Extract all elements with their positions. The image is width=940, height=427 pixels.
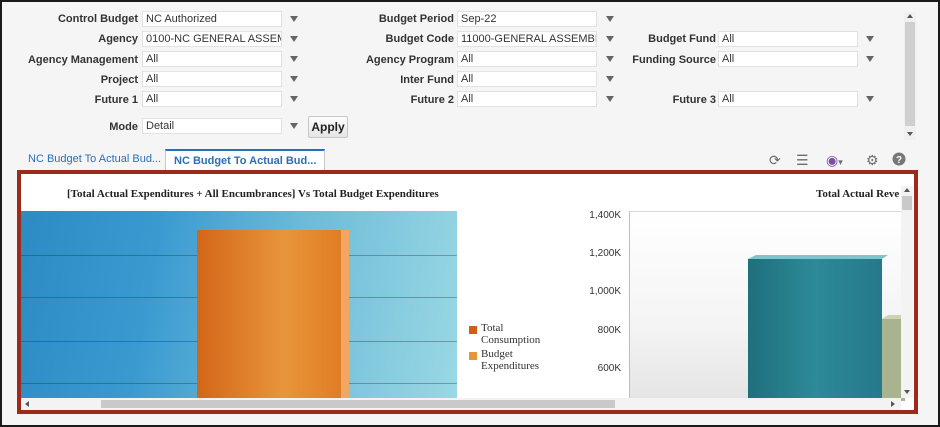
future2-field[interactable]: All <box>457 91 597 107</box>
chart-horizontal-scrollbar[interactable] <box>21 398 901 410</box>
mode-dropdown-icon[interactable] <box>290 123 298 129</box>
chart1-bars <box>197 230 349 401</box>
budget-period-field[interactable]: Sep-22 <box>457 11 597 27</box>
legend-swatch <box>469 352 477 360</box>
bar-teal <box>748 259 882 401</box>
bar-budget-expenditures <box>197 230 341 401</box>
filter-area: Control Budget NC Authorized Budget Peri… <box>2 2 912 142</box>
chart-vertical-scrollbar[interactable] <box>901 186 913 398</box>
apply-button[interactable]: Apply <box>308 116 348 138</box>
tab-nc-budget-2[interactable]: NC Budget To Actual Bud... <box>165 149 326 170</box>
budget-fund-label: Budget Fund <box>648 33 716 45</box>
funding-source-dropdown-icon[interactable] <box>866 56 874 62</box>
inter-fund-dropdown-icon[interactable] <box>606 76 614 82</box>
future2-label: Future 2 <box>410 94 454 106</box>
inter-fund-field[interactable]: All <box>457 71 597 87</box>
y-tick-label: 1,200K <box>589 248 621 259</box>
gear-icon[interactable]: ⚙ <box>866 152 879 168</box>
future1-label: Future 1 <box>94 94 138 106</box>
scroll-down-icon[interactable] <box>907 132 913 136</box>
agency-management-dropdown-icon[interactable] <box>290 56 298 62</box>
future2-dropdown-icon[interactable] <box>606 96 614 102</box>
budget-code-label: Budget Code <box>385 33 454 45</box>
scroll-right-icon[interactable] <box>891 401 895 407</box>
agency-program-dropdown-icon[interactable] <box>606 56 614 62</box>
legend-label: Total Consumption <box>481 322 541 346</box>
target-menu-icon[interactable]: ◉▾ <box>826 152 843 168</box>
budget-fund-dropdown-icon[interactable] <box>866 36 874 42</box>
y-tick-label: 600K <box>597 363 621 374</box>
future3-label: Future 3 <box>672 94 716 106</box>
budget-fund-field[interactable]: All <box>718 31 858 47</box>
tab-nc-budget-1[interactable]: NC Budget To Actual Bud... <box>28 153 162 165</box>
future1-field[interactable]: All <box>142 91 282 107</box>
bar-olive <box>882 319 905 401</box>
funding-source-field[interactable]: All <box>718 51 858 67</box>
chart1-title: [Total Actual Expenditures + All Encumbr… <box>67 188 439 200</box>
agency-dropdown-icon[interactable] <box>290 36 298 42</box>
mode-label: Mode <box>109 121 138 133</box>
chart2-plot-area <box>629 211 905 401</box>
agency-management-label: Agency Management <box>27 54 138 66</box>
future3-field[interactable]: All <box>718 91 858 107</box>
funding-source-label: Funding Source <box>632 54 716 66</box>
refresh-icon[interactable]: ⟳ <box>769 152 781 168</box>
agency-label: Agency <box>98 33 138 45</box>
budget-period-dropdown-icon[interactable] <box>606 16 614 22</box>
chart1-plot-area <box>21 211 457 401</box>
y-tick-label: 1,400K <box>589 210 621 221</box>
bar-teal-top <box>748 255 888 259</box>
control-budget-dropdown-icon[interactable] <box>290 16 298 22</box>
bar-olive-top <box>882 315 905 319</box>
y-tick-label: 800K <box>597 325 621 336</box>
y-tick-label: 1,000K <box>589 286 621 297</box>
filter-vertical-scrollbar[interactable] <box>904 12 916 140</box>
scroll-thumb[interactable] <box>902 196 912 210</box>
project-dropdown-icon[interactable] <box>290 76 298 82</box>
scroll-thumb[interactable] <box>101 400 615 408</box>
scroll-up-icon[interactable] <box>907 14 913 18</box>
control-budget-field[interactable]: NC Authorized <box>142 11 282 27</box>
budget-code-dropdown-icon[interactable] <box>606 36 614 42</box>
scroll-up-icon[interactable] <box>904 188 910 192</box>
control-budget-label: Control Budget <box>57 13 138 25</box>
future1-dropdown-icon[interactable] <box>290 96 298 102</box>
chart2-title: Total Actual Reve <box>816 188 900 200</box>
budget-code-field[interactable]: 11000-GENERAL ASSEMBLY <box>457 31 597 47</box>
agency-management-field[interactable]: All <box>142 51 282 67</box>
mode-field[interactable]: Detail <box>142 118 282 134</box>
legend-swatch <box>469 326 477 334</box>
project-label: Project <box>100 74 138 86</box>
agency-program-field[interactable]: All <box>457 51 597 67</box>
help-icon[interactable]: ? <box>892 152 906 169</box>
chart-panel: [Total Actual Expenditures + All Encumbr… <box>17 170 918 414</box>
svg-text:?: ? <box>896 155 902 166</box>
scroll-thumb[interactable] <box>905 22 915 126</box>
agency-program-label: Agency Program <box>365 54 454 66</box>
inter-fund-label: Inter Fund <box>400 74 454 86</box>
agency-field[interactable]: 0100-NC GENERAL ASSEMBLY <box>142 31 282 47</box>
legend-label: Budget Expenditures <box>481 348 540 372</box>
budget-period-label: Budget Period <box>378 13 454 25</box>
list-icon[interactable]: ☰ <box>796 152 809 168</box>
tab-bar: NC Budget To Actual Bud... NC Budget To … <box>2 146 938 170</box>
bar-total-consumption-side <box>339 230 349 401</box>
scroll-down-icon[interactable] <box>904 390 910 394</box>
future3-dropdown-icon[interactable] <box>866 96 874 102</box>
chart2-bars <box>748 255 905 401</box>
project-field[interactable]: All <box>142 71 282 87</box>
scroll-left-icon[interactable] <box>25 401 29 407</box>
